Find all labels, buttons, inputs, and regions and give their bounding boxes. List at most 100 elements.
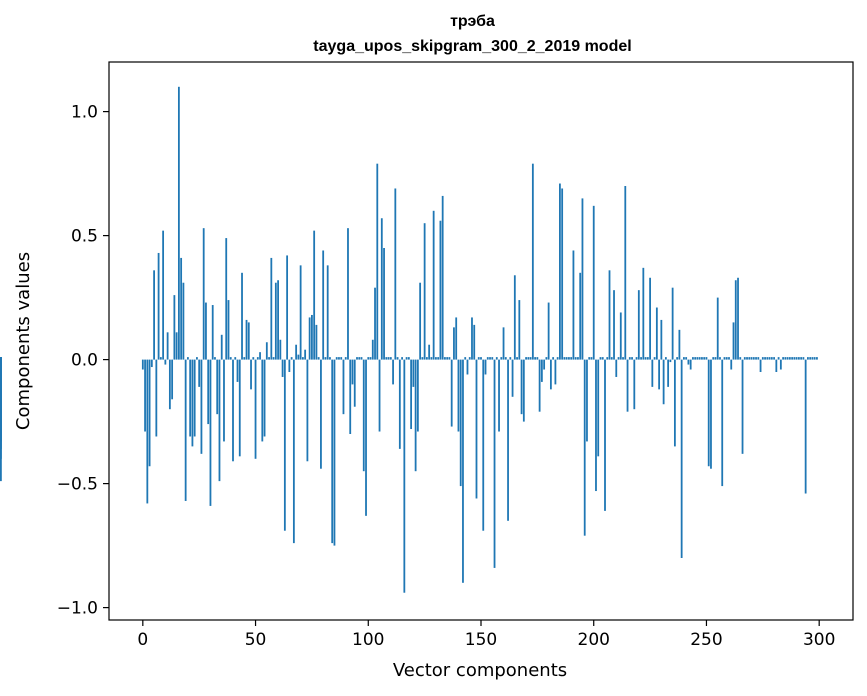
bar [168, 359, 171, 410]
bar [159, 357, 162, 360]
bar [299, 265, 302, 360]
x-tick-label: 150 [465, 630, 497, 650]
bar [455, 317, 458, 360]
bar [507, 359, 509, 521]
bar [604, 359, 606, 511]
bar [274, 282, 277, 360]
bar [513, 275, 516, 360]
bar [597, 359, 600, 457]
bar [500, 357, 503, 360]
y-tick-label: −1.0 [57, 599, 98, 619]
bar [315, 324, 318, 360]
bar [770, 357, 773, 360]
bar [511, 359, 514, 397]
bar [412, 359, 415, 387]
bar [734, 280, 737, 360]
bar [816, 357, 818, 360]
bar [559, 183, 561, 360]
bar [644, 357, 647, 360]
bar [234, 357, 237, 360]
bar [462, 359, 464, 583]
bar [247, 322, 250, 360]
bar [146, 359, 149, 504]
bar [538, 359, 541, 412]
bar [628, 357, 631, 360]
bar [396, 357, 399, 360]
x-tick-label: 0 [137, 630, 148, 650]
bar [171, 359, 174, 400]
bar-group [0, 86, 818, 593]
bar [804, 359, 807, 494]
bar [728, 357, 730, 360]
bar [184, 359, 187, 501]
y-axis-label: Components values [13, 252, 34, 430]
bar [403, 359, 406, 593]
bar [710, 359, 712, 469]
bar [320, 359, 322, 469]
bar [624, 186, 627, 360]
bar [741, 359, 744, 454]
bar [421, 357, 424, 360]
bar [800, 357, 803, 360]
bar [466, 359, 469, 375]
bar [182, 282, 185, 360]
bar [683, 357, 685, 360]
bar [229, 357, 232, 360]
bar [295, 344, 298, 360]
bar [410, 359, 413, 430]
bar [200, 359, 203, 454]
bar [581, 198, 584, 360]
bar [660, 319, 663, 360]
bar [342, 359, 345, 415]
bar [191, 359, 194, 447]
bar [202, 228, 205, 360]
x-tick-label: 250 [690, 630, 722, 650]
bar [493, 359, 496, 568]
bar [755, 357, 757, 360]
bar [784, 357, 787, 360]
bar [613, 290, 615, 360]
bar [504, 357, 507, 360]
bar [579, 272, 582, 360]
bar [272, 357, 275, 360]
bar [777, 357, 780, 360]
bar [701, 357, 703, 360]
bar [441, 195, 444, 360]
bar [696, 357, 699, 360]
bar [615, 359, 618, 377]
bar [646, 357, 649, 360]
bar [664, 357, 667, 360]
bar [626, 359, 629, 412]
bar [166, 332, 169, 360]
bar [707, 359, 710, 467]
bar [162, 230, 165, 360]
bar [205, 302, 207, 360]
bar [157, 252, 160, 360]
bar [561, 188, 564, 360]
bar [518, 300, 521, 360]
bar [277, 280, 279, 360]
bar [531, 163, 534, 360]
bar [446, 357, 449, 360]
bar [522, 359, 525, 422]
bar [572, 250, 575, 360]
bar [428, 344, 431, 360]
bar [549, 359, 552, 390]
bar [371, 339, 374, 360]
bar [721, 359, 724, 487]
bar [669, 359, 672, 363]
bar [653, 357, 656, 360]
bar [430, 357, 433, 360]
bar [617, 357, 620, 360]
bar [232, 359, 234, 462]
chart-subtitle: tayga_upos_skipgram_300_2_2019 model [313, 38, 631, 55]
bar [301, 357, 304, 360]
bar [356, 357, 358, 360]
x-axis-label: Vector components [393, 660, 567, 681]
bar [0, 359, 2, 459]
bar [640, 357, 642, 360]
bar [196, 357, 198, 360]
bar [464, 357, 467, 360]
bar [401, 357, 403, 360]
